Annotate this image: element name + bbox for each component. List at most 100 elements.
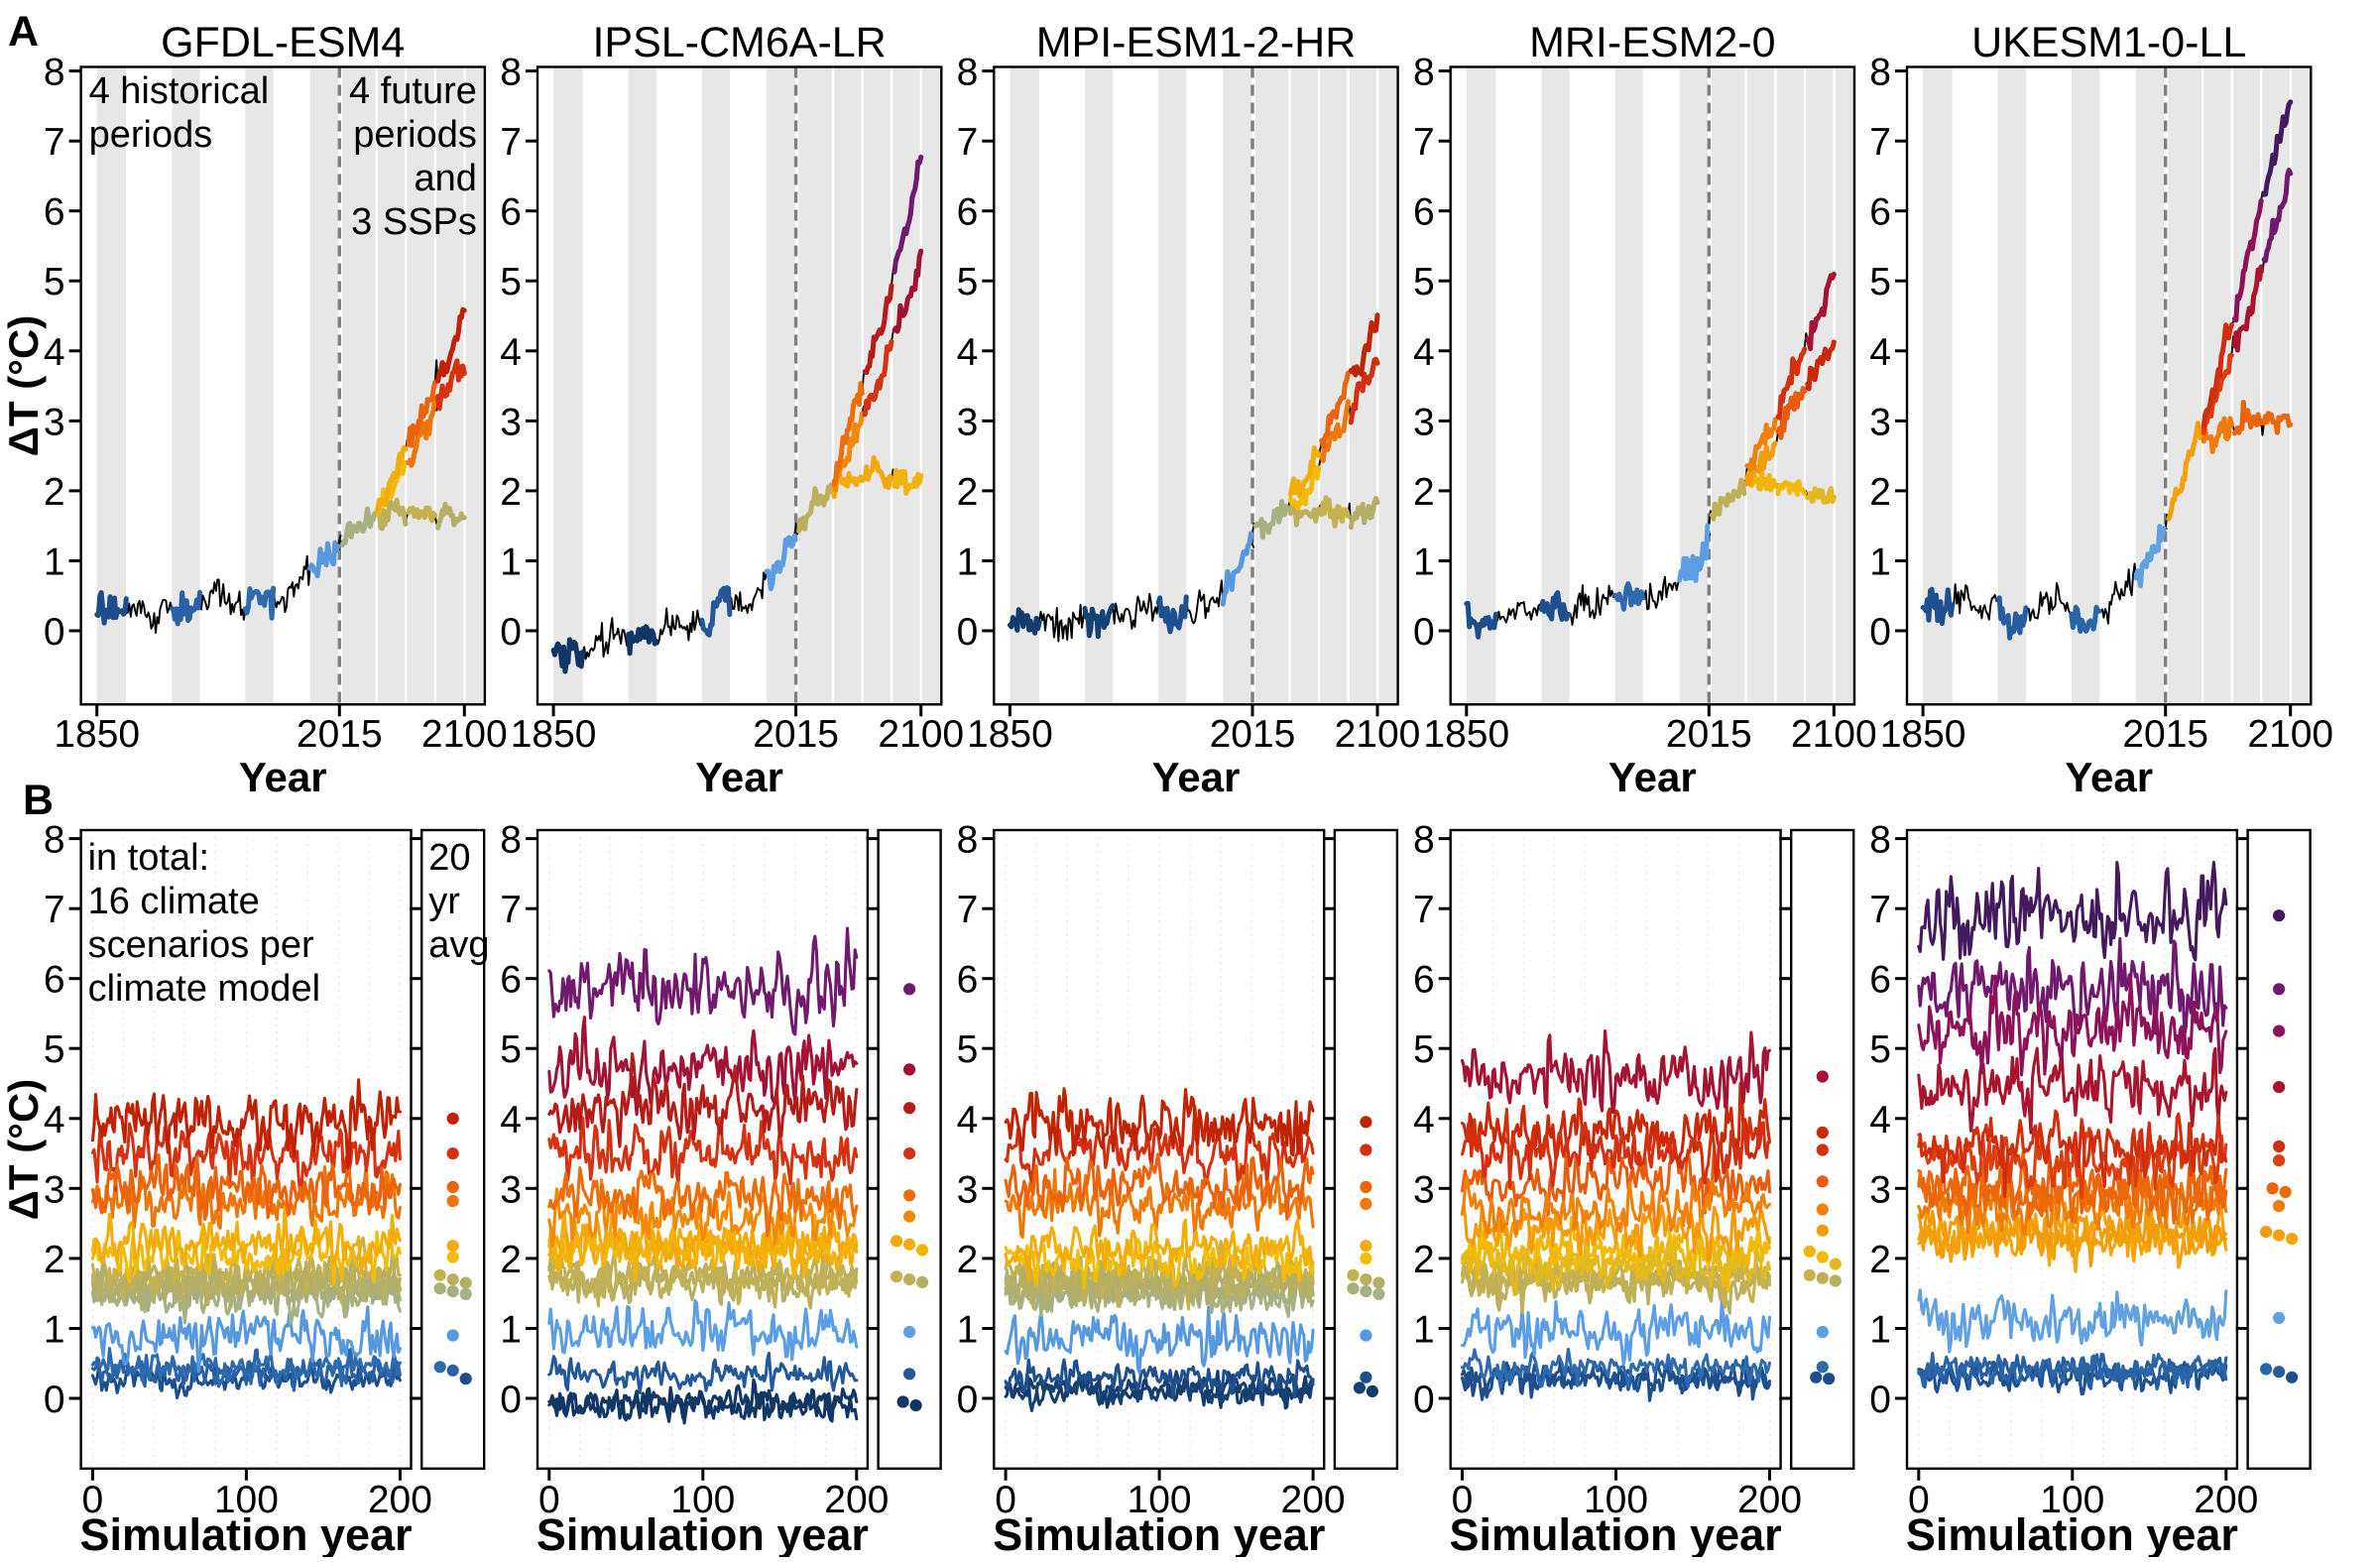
svg-text:3: 3 — [500, 401, 522, 443]
svg-text:2: 2 — [1869, 1239, 1891, 1281]
svg-text:1850: 1850 — [511, 713, 597, 756]
svg-text:4: 4 — [1869, 1099, 1891, 1141]
svg-text:4: 4 — [957, 1099, 979, 1141]
svg-text:Year: Year — [2065, 754, 2153, 800]
svg-text:1: 1 — [500, 541, 522, 584]
svg-text:avg: avg — [428, 924, 489, 966]
svg-text:8: 8 — [44, 52, 65, 94]
svg-text:6: 6 — [44, 191, 65, 234]
svg-text:5: 5 — [1413, 1028, 1435, 1071]
svg-text:GFDL-ESM4: GFDL-ESM4 — [161, 19, 405, 66]
svg-text:6: 6 — [500, 191, 522, 234]
svg-text:100: 100 — [1128, 1479, 1192, 1521]
svg-text:5: 5 — [500, 261, 522, 303]
svg-text:3: 3 — [44, 401, 65, 443]
svg-text:200: 200 — [2194, 1479, 2258, 1521]
svg-text:6: 6 — [1869, 959, 1891, 1002]
svg-text:0: 0 — [1869, 611, 1891, 654]
svg-text:6: 6 — [500, 959, 522, 1002]
svg-text:3: 3 — [1413, 401, 1435, 443]
svg-text:2: 2 — [957, 471, 979, 514]
svg-text:1850: 1850 — [967, 713, 1053, 756]
svg-text:8: 8 — [500, 819, 522, 862]
svg-text:0: 0 — [44, 1379, 65, 1421]
svg-text:3: 3 — [500, 1168, 522, 1211]
svg-text:1: 1 — [1413, 541, 1435, 584]
svg-text:3: 3 — [957, 1168, 979, 1211]
svg-text:7: 7 — [500, 121, 522, 164]
svg-text:A: A — [8, 8, 39, 56]
svg-text:3 SSPs: 3 SSPs — [351, 201, 477, 243]
svg-text:4: 4 — [957, 331, 979, 374]
svg-text:ΔT (°C): ΔT (°C) — [0, 1079, 47, 1221]
svg-text:1: 1 — [1413, 1309, 1435, 1352]
svg-text:7: 7 — [957, 889, 979, 931]
svg-text:5: 5 — [957, 261, 979, 303]
svg-text:1: 1 — [957, 541, 979, 584]
svg-text:4: 4 — [44, 1099, 65, 1141]
svg-text:2: 2 — [1413, 1239, 1435, 1281]
svg-text:0: 0 — [44, 611, 65, 654]
svg-text:Simulation year: Simulation year — [1450, 1509, 1782, 1557]
svg-text:4: 4 — [500, 1099, 522, 1141]
svg-text:5: 5 — [500, 1028, 522, 1071]
svg-text:2100: 2100 — [421, 713, 508, 756]
svg-text:1850: 1850 — [54, 713, 140, 756]
svg-text:1: 1 — [44, 541, 65, 584]
svg-text:and: and — [414, 158, 476, 199]
svg-text:8: 8 — [1869, 52, 1891, 94]
svg-text:8: 8 — [1413, 52, 1435, 94]
svg-text:1: 1 — [44, 1309, 65, 1352]
svg-text:Year: Year — [1608, 754, 1697, 800]
svg-text:0: 0 — [1413, 1379, 1435, 1421]
svg-text:0: 0 — [1413, 611, 1435, 654]
svg-text:100: 100 — [670, 1479, 735, 1521]
svg-text:200: 200 — [1281, 1479, 1346, 1521]
svg-text:8: 8 — [500, 52, 522, 94]
svg-text:3: 3 — [1869, 401, 1891, 443]
svg-text:0: 0 — [500, 611, 522, 654]
svg-text:UKESM1-0-LL: UKESM1-0-LL — [1971, 19, 2246, 66]
svg-text:0: 0 — [1869, 1379, 1891, 1421]
svg-text:7: 7 — [1869, 889, 1891, 931]
svg-text:2015: 2015 — [297, 713, 383, 756]
svg-text:Year: Year — [1152, 754, 1241, 800]
svg-text:2015: 2015 — [2122, 713, 2208, 756]
svg-text:0: 0 — [957, 1379, 979, 1421]
svg-text:Simulation year: Simulation year — [536, 1509, 869, 1557]
svg-text:4 future: 4 future — [349, 70, 477, 112]
svg-text:5: 5 — [44, 1028, 65, 1071]
svg-text:16 climate: 16 climate — [88, 881, 260, 922]
svg-text:1: 1 — [500, 1309, 522, 1352]
svg-text:IPSL-CM6A-LR: IPSL-CM6A-LR — [592, 19, 886, 66]
svg-text:Year: Year — [695, 754, 783, 800]
svg-text:0: 0 — [82, 1479, 104, 1521]
svg-text:4 historical: 4 historical — [89, 70, 270, 112]
svg-text:in total:: in total: — [88, 837, 210, 879]
svg-text:1: 1 — [1869, 541, 1891, 584]
svg-text:Simulation year: Simulation year — [79, 1509, 412, 1557]
svg-text:6: 6 — [1869, 191, 1891, 234]
svg-text:0: 0 — [538, 1479, 560, 1521]
svg-text:8: 8 — [1413, 819, 1435, 862]
svg-text:0: 0 — [995, 1479, 1016, 1521]
svg-text:2: 2 — [44, 1239, 65, 1281]
svg-text:8: 8 — [957, 52, 979, 94]
svg-text:0: 0 — [500, 1379, 522, 1421]
svg-text:4: 4 — [1413, 331, 1435, 374]
svg-text:1: 1 — [1869, 1309, 1891, 1352]
svg-text:20: 20 — [428, 837, 470, 879]
svg-text:7: 7 — [1869, 121, 1891, 164]
svg-text:2: 2 — [44, 471, 65, 514]
svg-text:2100: 2100 — [2247, 713, 2333, 756]
svg-text:7: 7 — [44, 889, 65, 931]
svg-text:2015: 2015 — [753, 713, 839, 756]
svg-text:8: 8 — [1869, 819, 1891, 862]
svg-text:3: 3 — [1413, 1168, 1435, 1211]
svg-text:5: 5 — [957, 1028, 979, 1071]
svg-text:MPI-ESM1-2-HR: MPI-ESM1-2-HR — [1036, 19, 1357, 66]
svg-text:200: 200 — [1737, 1479, 1802, 1521]
svg-text:ΔT (°C): ΔT (°C) — [0, 315, 47, 457]
svg-text:1: 1 — [957, 1309, 979, 1352]
svg-text:3: 3 — [44, 1168, 65, 1211]
